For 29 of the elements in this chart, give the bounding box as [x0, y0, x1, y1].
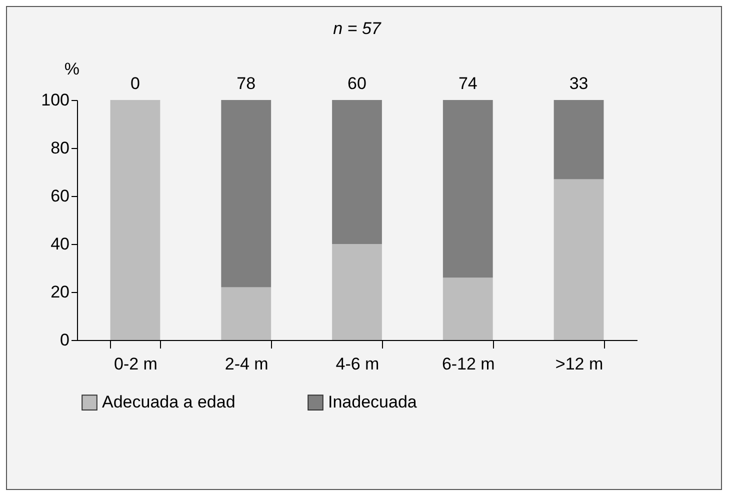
data-label: 33	[569, 74, 588, 93]
x-tick-label: 4-6 m	[336, 354, 380, 374]
y-tick-label: 100	[41, 90, 70, 110]
data-label: 60	[348, 74, 366, 93]
x-tick-label: 0-2 m	[114, 354, 158, 374]
bar	[110, 100, 160, 340]
bar	[442, 278, 493, 340]
bar	[442, 100, 493, 278]
y-tick-label: 20	[50, 282, 70, 302]
legend-label: Adecuada a edad	[102, 392, 236, 412]
y-tick-label: 40	[50, 234, 70, 254]
y-tick-label: 60	[50, 186, 70, 206]
bar	[332, 244, 382, 340]
x-tick-label: >12 m	[555, 354, 604, 374]
bar	[554, 100, 604, 180]
y-tick-label: 0	[60, 330, 70, 350]
chart-title: n = 57	[333, 19, 382, 38]
data-label: 74	[458, 74, 478, 93]
bar	[332, 100, 382, 244]
data-label: 0	[130, 74, 140, 93]
legend-label: Inadecuada	[328, 392, 418, 412]
bar	[221, 287, 272, 340]
data-label: 78	[236, 74, 256, 93]
y-axis-title: %	[64, 60, 80, 78]
y-tick-label: 80	[50, 138, 70, 158]
bar	[554, 179, 604, 340]
x-tick-label: 2-4 m	[224, 354, 268, 374]
x-tick-label: 6-12 m	[442, 354, 495, 374]
bar	[221, 100, 272, 288]
